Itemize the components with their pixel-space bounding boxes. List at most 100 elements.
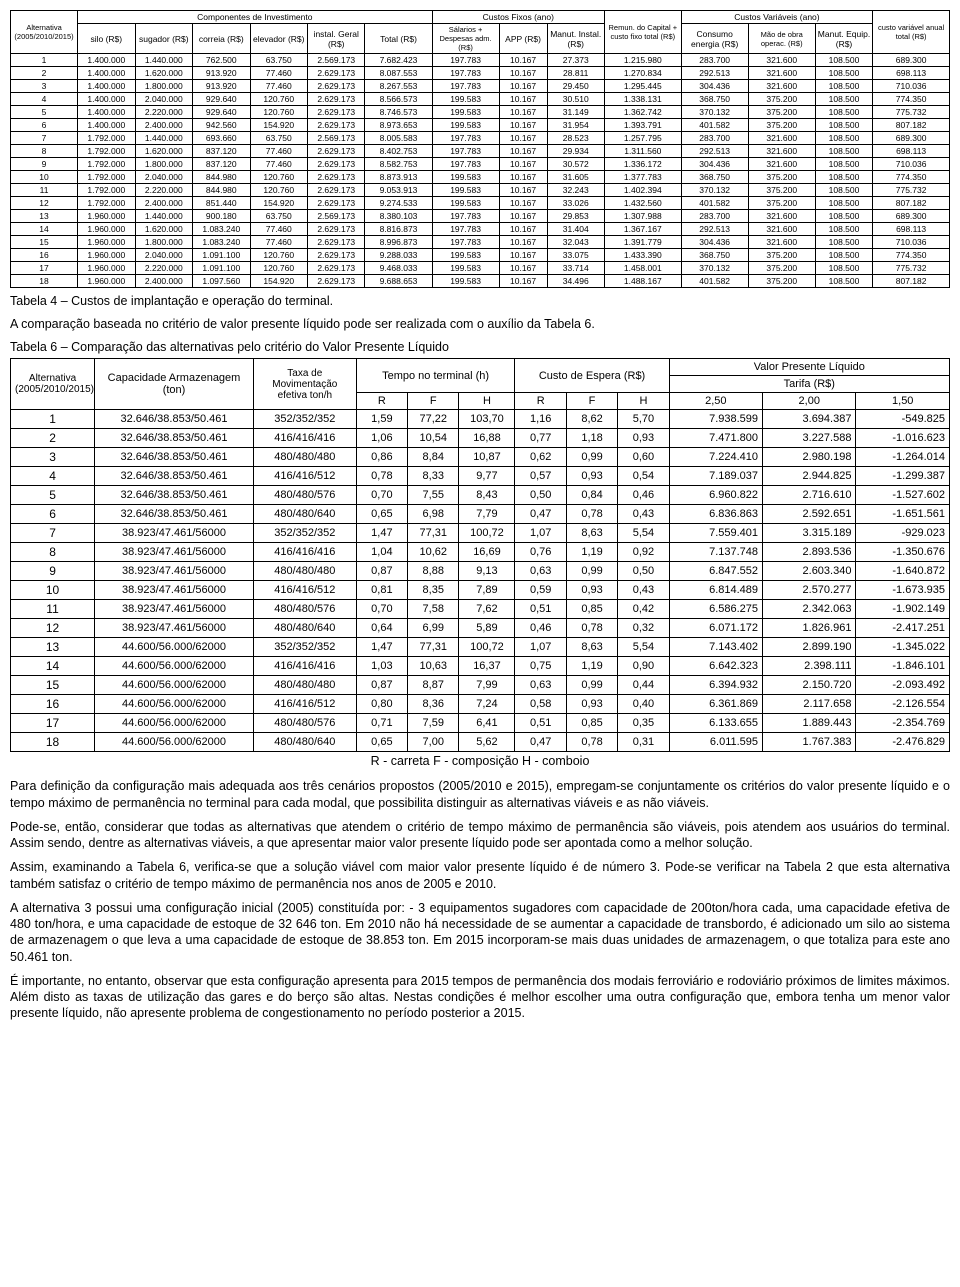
table-cell: 2.592.651: [763, 505, 856, 524]
t1-h-3: correia (R$): [193, 24, 250, 54]
paragraph: Pode-se, então, considerar que todas as …: [10, 819, 950, 852]
table-cell: 480/480/640: [253, 619, 356, 638]
table-cell: 401.582: [681, 197, 748, 210]
table-cell: 197.783: [432, 132, 499, 145]
table-row: 738.923/47.461/56000352/352/3521,4777,31…: [11, 524, 950, 543]
table-cell: 38.923/47.461/56000: [95, 581, 254, 600]
table-cell: 197.783: [432, 158, 499, 171]
table-cell: -2.126.554: [856, 695, 950, 714]
table-cell: 0,50: [515, 486, 566, 505]
table-cell: 1.960.000: [78, 262, 135, 275]
table-cell: 0,35: [618, 714, 669, 733]
table-cell: 108.500: [815, 106, 872, 119]
table-cell: 401.582: [681, 275, 748, 288]
table-cell: 6,99: [408, 619, 459, 638]
table-cell: 108.500: [815, 119, 872, 132]
table-cell: 10.167: [499, 80, 547, 93]
table-cell: -2.476.829: [856, 733, 950, 752]
table-cell: 837.120: [193, 158, 250, 171]
table-cell: 710.036: [873, 236, 950, 249]
table-cell: 77.460: [250, 145, 307, 158]
table-cell: 7.137.748: [669, 543, 762, 562]
t1-body: 11.400.0001.440.000762.50063.7502.569.17…: [11, 54, 950, 288]
table-cell: 2.629.173: [308, 249, 365, 262]
t1-h-14: custo variável anual total (R$): [873, 11, 950, 54]
t2-s-0: R: [356, 393, 407, 410]
table-cell: 292.513: [681, 223, 748, 236]
table-cell: 8.005.583: [365, 132, 432, 145]
table-cell: 108.500: [815, 275, 872, 288]
table-cell: 5,89: [459, 619, 515, 638]
table-cell: 1.362.742: [604, 106, 681, 119]
table-cell: 8.996.873: [365, 236, 432, 249]
table-cell: 1.792.000: [78, 184, 135, 197]
table-cell: 352/352/352: [253, 410, 356, 429]
table-cell: 0,71: [356, 714, 407, 733]
table-cell: 0,93: [566, 467, 617, 486]
paragraph-intro: A comparação baseada no critério de valo…: [10, 316, 950, 332]
table-cell: 0,57: [515, 467, 566, 486]
table-cell: 0,47: [515, 733, 566, 752]
table-cell: 837.120: [193, 145, 250, 158]
table-row: 632.646/38.853/50.461480/480/6400,656,98…: [11, 505, 950, 524]
table-cell: 0,85: [566, 600, 617, 619]
table-cell: 480/480/576: [253, 600, 356, 619]
table-cell: 8.267.553: [365, 80, 432, 93]
table-cell: 6.394.932: [669, 676, 762, 695]
table-cell: 1.960.000: [78, 249, 135, 262]
table-cell: 154.920: [250, 275, 307, 288]
table-cell: 8.873.913: [365, 171, 432, 184]
table-cell: 108.500: [815, 184, 872, 197]
table-cell: 10.167: [499, 158, 547, 171]
table-cell: 108.500: [815, 54, 872, 67]
table-cell: 2.629.173: [308, 67, 365, 80]
table-cell: -1.350.676: [856, 543, 950, 562]
table-row: 132.646/38.853/50.461352/352/3521,5977,2…: [11, 410, 950, 429]
tabela-4: Alternativa (2005/2010/2015) Componentes…: [10, 10, 950, 288]
table-cell: 100,72: [459, 524, 515, 543]
table-cell: 13: [11, 638, 95, 657]
table-cell: 375.200: [748, 93, 815, 106]
table-cell: 689.300: [873, 210, 950, 223]
table-cell: 38.923/47.461/56000: [95, 524, 254, 543]
table-cell: 8,62: [566, 410, 617, 429]
table-cell: 1.336.172: [604, 158, 681, 171]
table-row: 161.960.0002.040.0001.091.100120.7602.62…: [11, 249, 950, 262]
table-cell: 120.760: [250, 184, 307, 197]
table-cell: 199.583: [432, 197, 499, 210]
table-cell: 7.224.410: [669, 448, 762, 467]
t1-head: Alternativa (2005/2010/2015) Componentes…: [11, 11, 950, 54]
table-cell: 1.792.000: [78, 171, 135, 184]
table-cell: 416/416/512: [253, 581, 356, 600]
table-cell: 8,43: [459, 486, 515, 505]
table-cell: 304.436: [681, 80, 748, 93]
table-cell: 321.600: [748, 236, 815, 249]
table-cell: 7.938.599: [669, 410, 762, 429]
table-cell: 1.311.560: [604, 145, 681, 158]
table-cell: 0,44: [618, 676, 669, 695]
t1-g-1: Custos Fixos (ano): [432, 11, 604, 24]
table-cell: 416/416/416: [253, 429, 356, 448]
table-cell: 9.053.913: [365, 184, 432, 197]
table-cell: 1.440.000: [135, 132, 192, 145]
table-cell: 10.167: [499, 197, 547, 210]
table-cell: 17: [11, 714, 95, 733]
table-cell: 6.586.275: [669, 600, 762, 619]
table-cell: -1.299.387: [856, 467, 950, 486]
table-cell: 0,65: [356, 505, 407, 524]
table-cell: 375.200: [748, 197, 815, 210]
table-cell: 5,62: [459, 733, 515, 752]
table-cell: 15: [11, 236, 78, 249]
table-cell: 31.149: [547, 106, 604, 119]
table-cell: -549.825: [856, 410, 950, 429]
table-cell: 0,64: [356, 619, 407, 638]
table-cell: 197.783: [432, 67, 499, 80]
table-cell: 8: [11, 145, 78, 158]
table-row: 938.923/47.461/56000480/480/4800,878,889…: [11, 562, 950, 581]
table-cell: 762.500: [193, 54, 250, 67]
table-cell: 108.500: [815, 210, 872, 223]
table-cell: 416/416/512: [253, 695, 356, 714]
table-cell: 0,78: [356, 467, 407, 486]
table-cell: 807.182: [873, 119, 950, 132]
table-row: 181.960.0002.400.0001.097.560154.9202.62…: [11, 275, 950, 288]
